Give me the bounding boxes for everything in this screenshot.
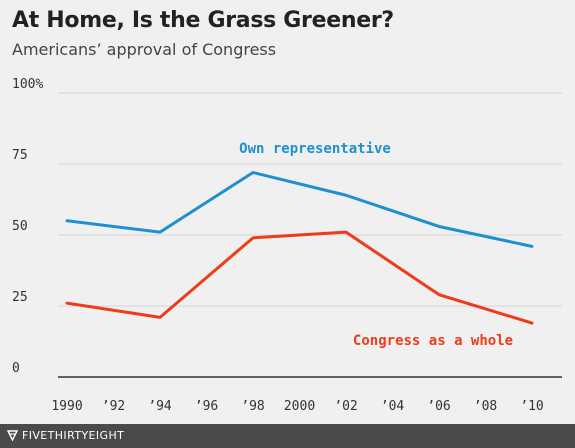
x-tick-label: ’04 bbox=[381, 399, 405, 414]
fivethirtyeight-logo-icon bbox=[7, 430, 18, 441]
series-line-1 bbox=[65, 171, 534, 248]
x-tick-label: ’06 bbox=[427, 399, 450, 414]
y-tick-label: 75 bbox=[12, 148, 28, 163]
y-tick-label: 25 bbox=[12, 290, 28, 305]
series-layer bbox=[65, 171, 534, 325]
x-tick-label: 2000 bbox=[284, 399, 315, 414]
series-label-1: Own representative bbox=[239, 141, 391, 157]
x-tick-label: ’02 bbox=[334, 399, 357, 414]
chart-title: At Home, Is the Grass Greener? bbox=[12, 8, 394, 33]
brand-name: FIVETHIRTYEIGHT bbox=[22, 429, 125, 442]
x-tick-label: ’96 bbox=[195, 399, 218, 414]
x-tick-label: ’98 bbox=[241, 399, 264, 414]
x-tick-label: ’94 bbox=[148, 399, 172, 414]
x-tick-label: ’10 bbox=[520, 399, 543, 414]
footer-bar: FIVETHIRTYEIGHT bbox=[0, 424, 575, 448]
x-tick-labels: 1990 ’92 ’94 ’96 ’98 2000 ’02 ’04 ’06 ’08 ’10 bbox=[51, 399, 543, 414]
series-label-2: Congress as a whole bbox=[353, 333, 513, 349]
y-tick-label: 100% bbox=[12, 77, 43, 92]
line-chart: 0 25 50 75 100% 1990 ’92 ’94 ’96 ’98 2000 ’02 ’04 ’0… bbox=[12, 77, 562, 414]
series-labels: Own representative Congress as a whole bbox=[239, 141, 513, 349]
x-tick-label: 1990 bbox=[51, 399, 82, 414]
x-tick-label: ’08 bbox=[474, 399, 497, 414]
y-tick-labels: 0 25 50 75 100% bbox=[12, 77, 43, 376]
chart-subtitle: Americans’ approval of Congress bbox=[12, 40, 277, 59]
y-tick-label: 0 bbox=[12, 361, 20, 376]
x-tick-label: ’92 bbox=[102, 399, 125, 414]
series-line-2 bbox=[65, 230, 534, 325]
y-tick-label: 50 bbox=[12, 219, 28, 234]
